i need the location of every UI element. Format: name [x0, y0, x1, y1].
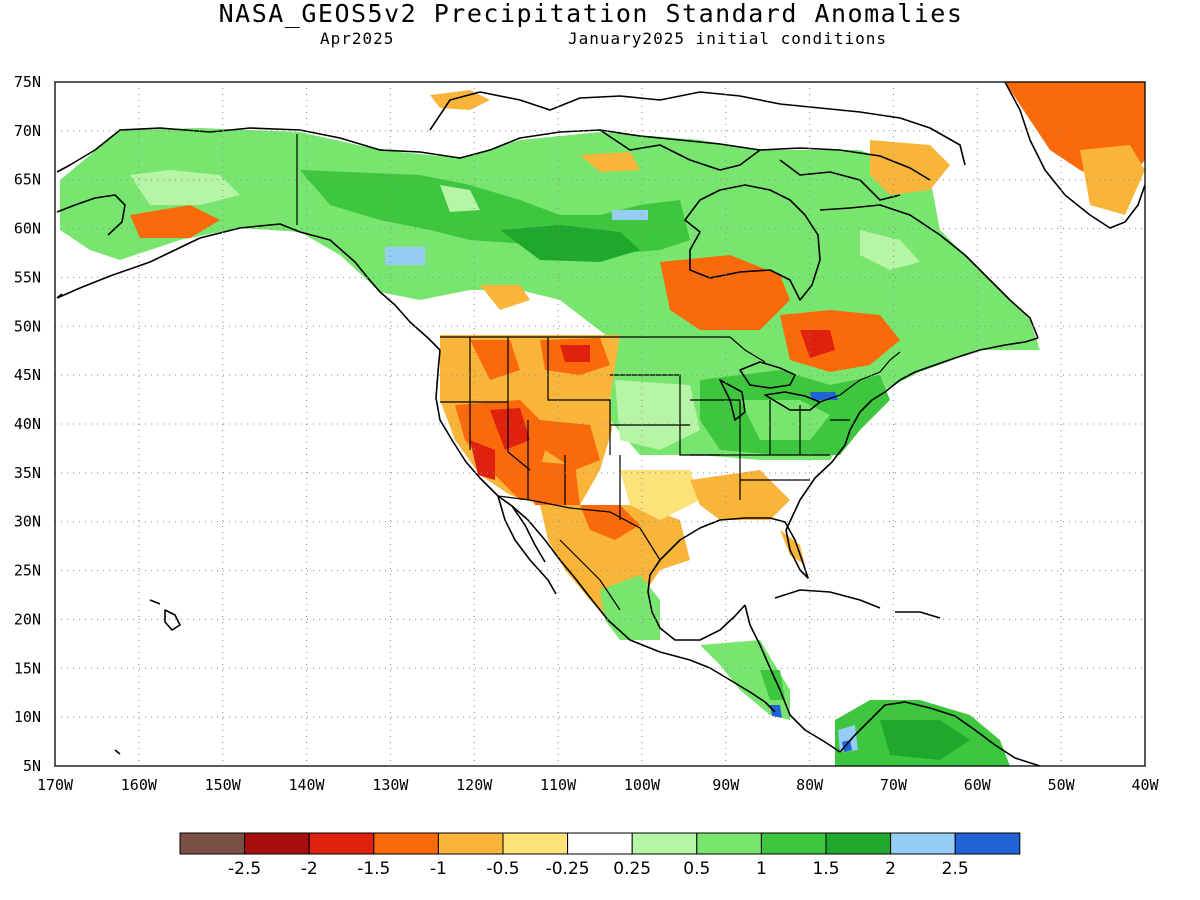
lon-label: 140W [288, 776, 325, 794]
colorbar-swatch [696, 832, 762, 855]
colorbar-label: -2 [301, 859, 318, 879]
anomaly-region [130, 205, 220, 238]
lat-label: 70N [14, 122, 41, 140]
lon-label: 40W [1131, 776, 1159, 794]
lon-label: 50W [1048, 776, 1076, 794]
anomaly-region [860, 230, 920, 270]
anomaly-region [560, 345, 590, 362]
lat-label: 75N [14, 73, 41, 91]
anomaly-field [60, 82, 1145, 766]
anomaly-region [540, 420, 600, 470]
lon-label: 170W [37, 776, 74, 794]
anomaly-region [500, 225, 640, 262]
lon-label: 60W [964, 776, 992, 794]
graticule [55, 82, 1145, 766]
colorbar-label: 2.5 [942, 859, 969, 879]
longitude-labels: 170W 160W 150W 140W 130W 120W 110W 100W 90W 80W 70… [37, 776, 1160, 794]
colorbar-swatch [954, 832, 1021, 855]
colorbar-label: -0.25 [546, 859, 590, 879]
anomaly-region [615, 380, 700, 450]
anomaly-region [130, 170, 240, 205]
colorbar-swatch [502, 832, 569, 855]
colorbar-swatch [825, 832, 892, 855]
anomaly-region [842, 740, 852, 752]
lon-label: 160W [121, 776, 158, 794]
lat-label: 5N [23, 757, 41, 775]
anomaly-region [580, 152, 640, 172]
coastlines [56, 82, 1145, 766]
anomaly-region [800, 330, 835, 358]
anomaly-region [880, 720, 970, 760]
forecast-month: Apr2025 [320, 29, 395, 48]
map-frame [54, 81, 1146, 767]
colorbar: -2.5 -2 -1.5 -1 -0.5 -0.25 0.25 0.5 1 1.5 2 2.5 [179, 832, 1021, 879]
anomaly-region [760, 670, 785, 700]
colorbar-label: -2.5 [228, 859, 261, 879]
anomaly-region [480, 285, 530, 310]
colorbar-swatch [760, 832, 827, 855]
lat-label: 10N [14, 708, 41, 726]
colorbar-label: -1.5 [357, 859, 390, 879]
lat-label: 65N [14, 171, 41, 189]
lon-label: 70W [880, 776, 908, 794]
colorbar-label: 1.5 [812, 859, 839, 879]
anomaly-region [660, 255, 790, 330]
lakes [385, 210, 648, 265]
anomaly-region [600, 575, 660, 640]
anomaly-region [620, 470, 700, 520]
colorbar-label: 1 [756, 859, 767, 879]
anomaly-region [440, 185, 480, 212]
colorbar-swatch [308, 832, 375, 855]
anomaly-region [770, 705, 782, 718]
anomaly-region [1080, 145, 1145, 215]
colorbar-swatch [631, 832, 698, 855]
colorbar-swatch [567, 832, 633, 855]
colorbar-swatch [244, 832, 310, 855]
anomaly-region [580, 505, 640, 540]
lat-label: 20N [14, 610, 41, 628]
lat-label: 30N [14, 513, 41, 531]
anomaly-region [810, 392, 838, 400]
lon-label: 90W [712, 776, 740, 794]
initial-conditions: January2025 initial conditions [568, 29, 887, 48]
colorbar-label: 0.5 [683, 859, 710, 879]
anomaly-region [490, 408, 530, 450]
map-title: NASA_GEOS5v2 Precipitation Standard Anom… [218, 0, 964, 28]
political-borders [296, 134, 901, 611]
lon-label: 130W [372, 776, 409, 794]
colorbar-label: -1 [430, 859, 447, 879]
latitude-labels: 75N 70N 65N 60N 55N 50N 45N 40N 35N 30N 25N 20N 15N 1… [14, 73, 41, 775]
lon-label: 150W [205, 776, 242, 794]
lat-label: 50N [14, 317, 41, 335]
lat-label: 35N [14, 464, 41, 482]
lat-label: 60N [14, 220, 41, 238]
anomaly-region [540, 505, 690, 620]
lat-label: 25N [14, 562, 41, 580]
colorbar-swatch [437, 832, 504, 855]
lon-label: 80W [796, 776, 824, 794]
colorbar-swatch [373, 832, 439, 855]
lon-label: 120W [456, 776, 493, 794]
anomaly-region [430, 90, 490, 110]
lat-label: 55N [14, 268, 41, 286]
lon-label: 110W [540, 776, 577, 794]
anomaly-region [780, 530, 805, 565]
anomaly-region [1060, 82, 1145, 120]
lat-label: 15N [14, 659, 41, 677]
colorbar-swatch [179, 832, 246, 855]
anomaly-region [470, 440, 495, 480]
lat-label: 40N [14, 415, 41, 433]
colorbar-label: -0.5 [486, 859, 519, 879]
colorbar-label: 2 [885, 859, 896, 879]
anomaly-region [700, 640, 790, 720]
lat-label: 45N [14, 366, 41, 384]
colorbar-label: 0.25 [613, 859, 651, 879]
lon-label: 100W [624, 776, 661, 794]
colorbar-swatch [890, 832, 956, 855]
